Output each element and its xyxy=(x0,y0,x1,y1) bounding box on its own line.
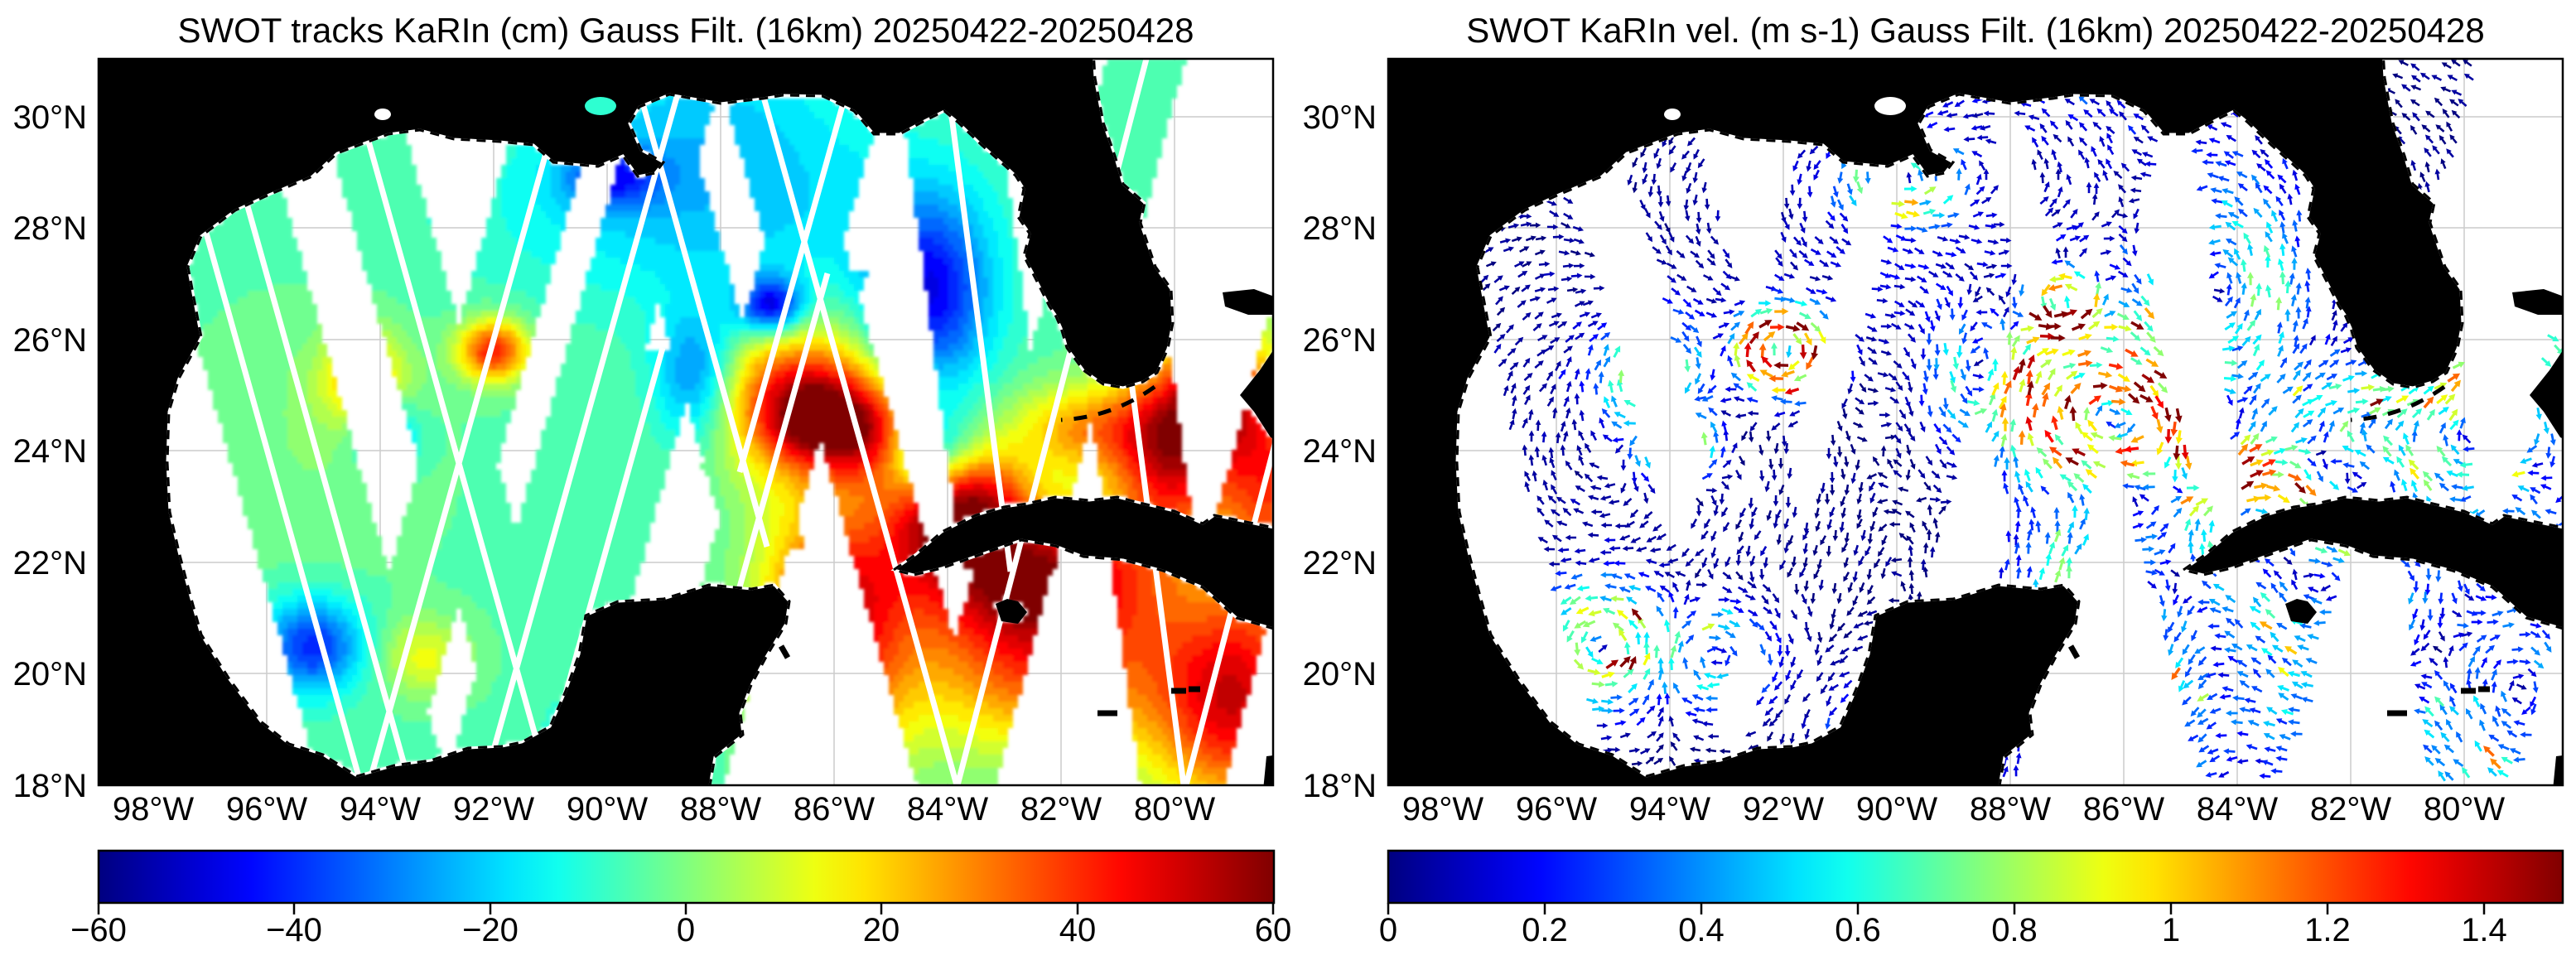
svg-text:92°W: 92°W xyxy=(1743,791,1824,827)
svg-text:0.4: 0.4 xyxy=(1678,912,1725,948)
svg-text:86°W: 86°W xyxy=(2083,791,2164,827)
svg-text:86°W: 86°W xyxy=(794,791,875,827)
svg-text:−60: −60 xyxy=(70,912,127,948)
svg-text:28°N: 28°N xyxy=(1303,210,1377,247)
svg-text:20: 20 xyxy=(863,912,900,948)
svg-text:96°W: 96°W xyxy=(226,791,307,827)
svg-text:80°W: 80°W xyxy=(2424,791,2505,827)
svg-text:0: 0 xyxy=(1379,912,1397,948)
svg-text:20°N: 20°N xyxy=(13,656,87,692)
svg-text:40: 40 xyxy=(1059,912,1097,948)
svg-text:SWOT KaRIn vel. (m s-1) Gauss: SWOT KaRIn vel. (m s-1) Gauss Filt. (16k… xyxy=(1466,11,2484,50)
svg-text:94°W: 94°W xyxy=(340,791,421,827)
svg-text:84°W: 84°W xyxy=(907,791,988,827)
svg-text:−20: −20 xyxy=(462,912,519,948)
svg-text:98°W: 98°W xyxy=(1402,791,1483,827)
svg-text:26°N: 26°N xyxy=(1303,322,1377,359)
svg-text:1: 1 xyxy=(2162,912,2180,948)
svg-text:18°N: 18°N xyxy=(1303,768,1377,804)
svg-text:0.6: 0.6 xyxy=(1835,912,1881,948)
svg-text:0.8: 0.8 xyxy=(1991,912,2038,948)
svg-text:90°W: 90°W xyxy=(1856,791,1937,827)
svg-text:26°N: 26°N xyxy=(13,322,87,359)
svg-text:98°W: 98°W xyxy=(113,791,194,827)
svg-text:82°W: 82°W xyxy=(2310,791,2391,827)
svg-text:90°W: 90°W xyxy=(567,791,648,827)
svg-text:1.4: 1.4 xyxy=(2461,912,2507,948)
svg-text:96°W: 96°W xyxy=(1516,791,1597,827)
svg-text:60: 60 xyxy=(1255,912,1292,948)
svg-text:94°W: 94°W xyxy=(1629,791,1710,827)
svg-text:24°N: 24°N xyxy=(13,433,87,470)
svg-text:88°W: 88°W xyxy=(1970,791,2051,827)
svg-text:84°W: 84°W xyxy=(2197,791,2278,827)
svg-text:80°W: 80°W xyxy=(1134,791,1215,827)
svg-text:82°W: 82°W xyxy=(1020,791,1102,827)
svg-text:22°N: 22°N xyxy=(13,545,87,581)
svg-text:30°N: 30°N xyxy=(1303,99,1377,136)
svg-text:1.2: 1.2 xyxy=(2304,912,2351,948)
svg-text:0: 0 xyxy=(677,912,695,948)
svg-text:24°N: 24°N xyxy=(1303,433,1377,470)
svg-text:28°N: 28°N xyxy=(13,210,87,247)
svg-text:18°N: 18°N xyxy=(13,768,87,804)
svg-text:30°N: 30°N xyxy=(13,99,87,136)
svg-text:SWOT tracks KaRIn (cm) Gauss F: SWOT tracks KaRIn (cm) Gauss Filt. (16km… xyxy=(177,11,1194,50)
svg-text:22°N: 22°N xyxy=(1303,545,1377,581)
svg-text:20°N: 20°N xyxy=(1303,656,1377,692)
svg-text:0.2: 0.2 xyxy=(1522,912,1568,948)
svg-text:88°W: 88°W xyxy=(680,791,761,827)
svg-text:−40: −40 xyxy=(266,912,322,948)
svg-text:92°W: 92°W xyxy=(453,791,534,827)
